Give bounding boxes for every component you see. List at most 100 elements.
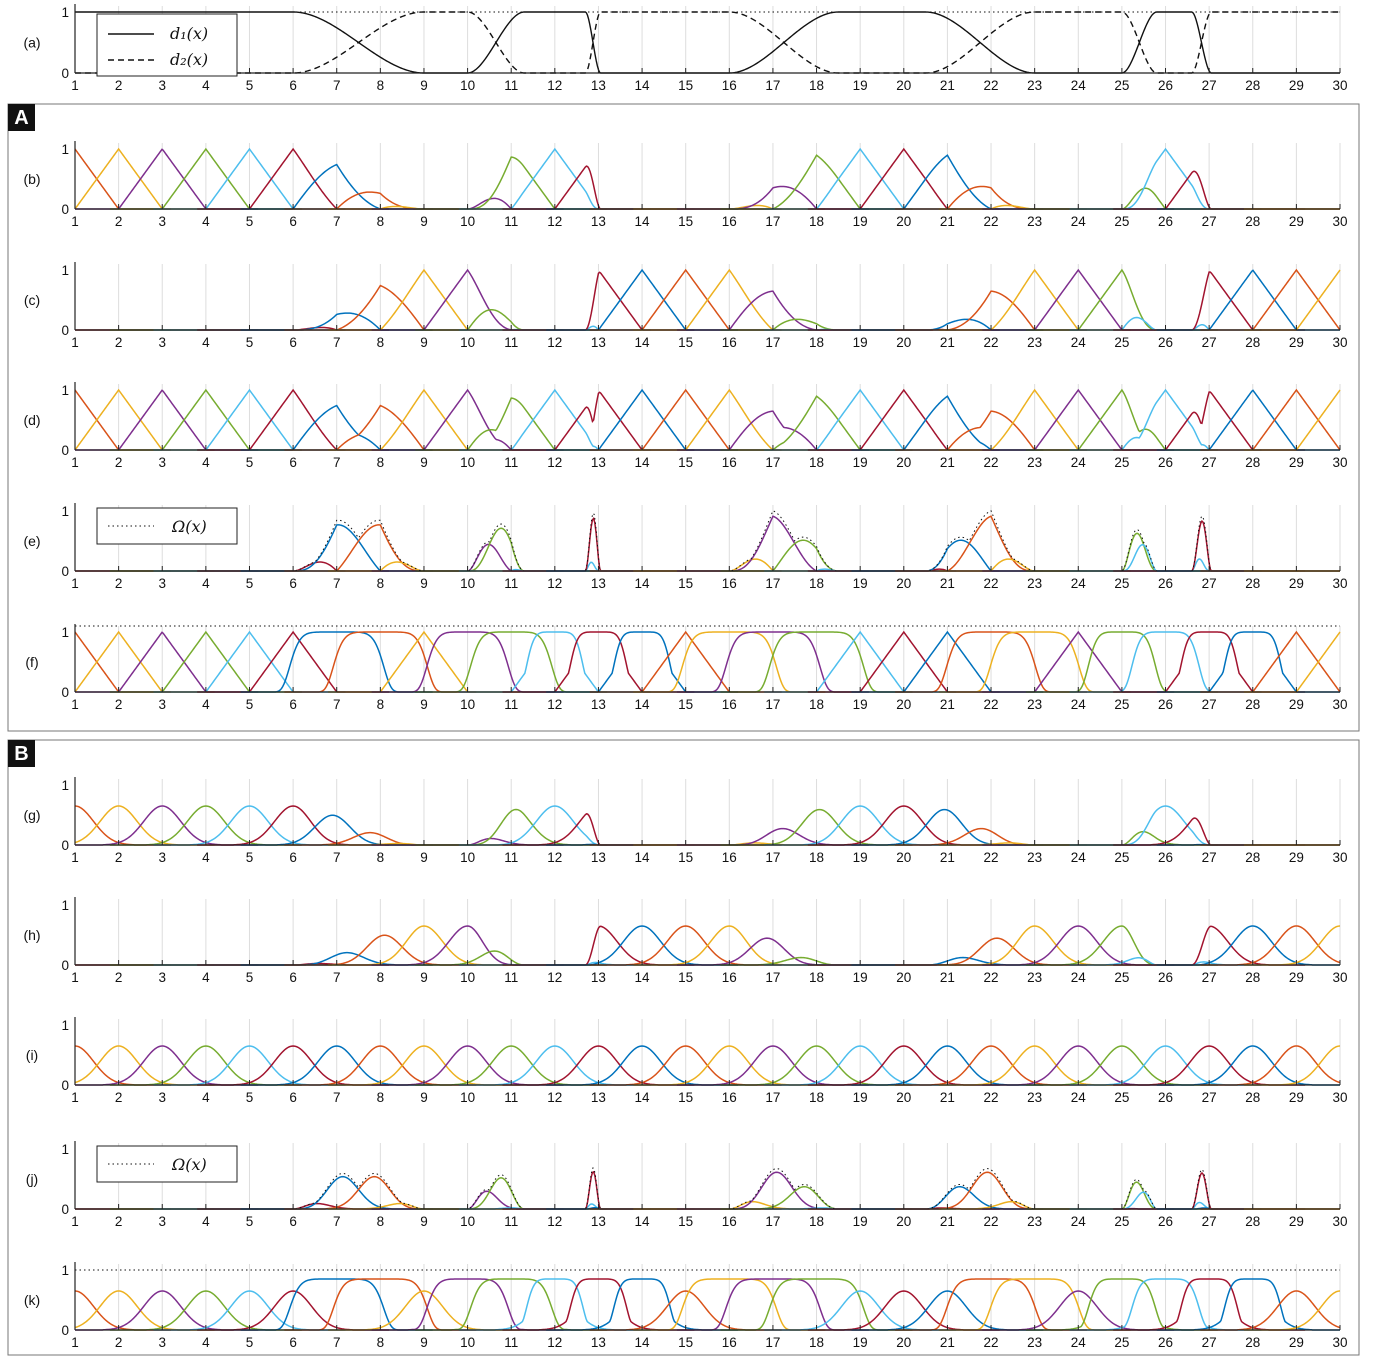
x-tick-label: 26 [1158,1090,1173,1105]
x-tick-label: 25 [1114,335,1129,350]
x-tick-label: 17 [765,576,780,591]
x-tick-label: 24 [1071,1214,1087,1229]
x-tick-label: 16 [722,1214,737,1229]
x-tick-label: 14 [635,1090,651,1105]
x-tick-label: 27 [1202,335,1217,350]
x-tick-label: 2 [115,697,123,712]
x-tick-label: 26 [1158,850,1173,865]
x-tick-label: 19 [853,1090,868,1105]
x-tick-label: 6 [289,1214,297,1229]
x-tick-label: 11 [504,576,518,591]
x-tick-label: 10 [460,214,475,229]
x-tick-label: 28 [1245,1335,1260,1350]
x-tick-label: 30 [1332,214,1347,229]
block-frame-a [7,103,1360,732]
x-tick-label: 30 [1332,335,1347,350]
x-tick-label: 2 [115,576,123,591]
x-tick-label: 19 [853,576,868,591]
x-tick-label: 9 [420,78,428,93]
x-tick-label: 2 [115,78,123,93]
x-tick-label: 13 [591,970,606,985]
basis-curve-2 [74,805,215,846]
x-tick-label: 24 [1071,335,1087,350]
x-tick-label: 29 [1289,1335,1304,1350]
x-tick-label: 7 [333,1214,341,1229]
x-tick-label: 8 [377,850,385,865]
x-tick-label: 22 [984,1214,999,1229]
x-tick-label: 12 [547,335,562,350]
x-tick-label: 19 [853,335,868,350]
x-tick-label: 3 [158,1335,166,1350]
x-tick-label: 28 [1245,697,1260,712]
x-tick-label: 18 [809,78,824,93]
x-tick-label: 13 [591,455,606,470]
x-tick-label: 6 [289,697,297,712]
x-tick-label: 25 [1114,970,1129,985]
x-tick-label: 28 [1245,78,1260,93]
x-tick-label: 22 [984,697,999,712]
x-tick-label: 22 [984,850,999,865]
x-tick-label: 9 [420,214,428,229]
x-tick-label: 19 [853,970,868,985]
x-tick-label: 4 [202,576,210,591]
x-tick-label: 18 [809,850,824,865]
x-tick-label: 24 [1071,576,1087,591]
x-tick-label: 22 [984,78,999,93]
panel-label: (j) [26,1171,38,1187]
x-tick-label: 18 [809,697,824,712]
x-tick-label: 23 [1027,970,1042,985]
legend-omega: Ω(x) [96,1145,238,1183]
x-tick-label: 20 [896,970,911,985]
x-tick-label: 12 [547,850,562,865]
x-tick-label: 1 [71,970,79,985]
panel-a: 1 2 3 4 5 6 7 8 9 10 11 12 13 14 15 16 17 18 19 20 21 22 23 24 2… [23,4,1348,93]
x-tick-label: 21 [940,335,955,350]
x-tick-label: 6 [289,214,297,229]
x-tick-label: 30 [1332,850,1347,865]
basis-curve-28 [1156,269,1340,331]
x-tick-label: 5 [246,1090,254,1105]
x-tick-label: 1 [71,1090,79,1105]
x-tick-label: 8 [377,214,385,229]
x-tick-label: 11 [504,697,518,712]
x-tick-label: 10 [460,455,475,470]
x-tick-label: 3 [158,214,166,229]
panel-j: 1 2 3 4 5 6 7 8 9 10 11 12 13 14 15 16 17 18 19 20 21 22 23 24 2… [26,1141,1348,1229]
x-tick-label: 9 [420,970,428,985]
x-tick-label: 18 [809,214,824,229]
panel-e: 1 2 3 4 5 6 7 8 9 10 11 12 13 14 15 16 17 18 19 20 21 22 23 24 2… [23,503,1348,591]
x-tick-label: 26 [1158,78,1173,93]
basis-curve-3 [75,805,259,846]
legend-omega-label: Ω(x) [171,517,207,536]
x-tick-label: 23 [1027,455,1042,470]
x-tick-label: 3 [158,78,166,93]
x-tick-label: 4 [202,1214,210,1229]
x-tick-label: 18 [809,1090,824,1105]
panel-c: 1 2 3 4 5 6 7 8 9 10 11 12 13 14 15 16 17 18 19 20 21 22 23 24 2… [24,262,1348,350]
x-tick-label: 17 [765,697,780,712]
x-tick-label: 30 [1332,1214,1347,1229]
x-tick-label: 12 [547,214,562,229]
basis-curve-2 [74,147,215,210]
x-tick-label: 21 [940,697,955,712]
x-tick-label: 3 [158,1090,166,1105]
x-tick-label: 16 [722,1090,737,1105]
x-tick-label: 28 [1245,576,1260,591]
x-tick-label: 12 [547,697,562,712]
x-tick-label: 13 [591,78,606,93]
x-tick-label: 24 [1071,697,1087,712]
x-tick-label: 7 [333,78,341,93]
x-tick-label: 5 [246,850,254,865]
x-tick-label: 1 [71,1214,79,1229]
x-tick-label: 15 [678,335,693,350]
y-tick-label: 1 [61,142,69,157]
x-tick-label: 27 [1202,697,1217,712]
x-tick-label: 13 [591,214,606,229]
x-tick-label: 19 [853,214,868,229]
x-tick-label: 23 [1027,1090,1042,1105]
x-tick-label: 2 [115,455,123,470]
x-tick-label: 2 [115,850,123,865]
x-tick-label: 28 [1245,970,1260,985]
legend-d1: d₁(x) [170,24,208,43]
